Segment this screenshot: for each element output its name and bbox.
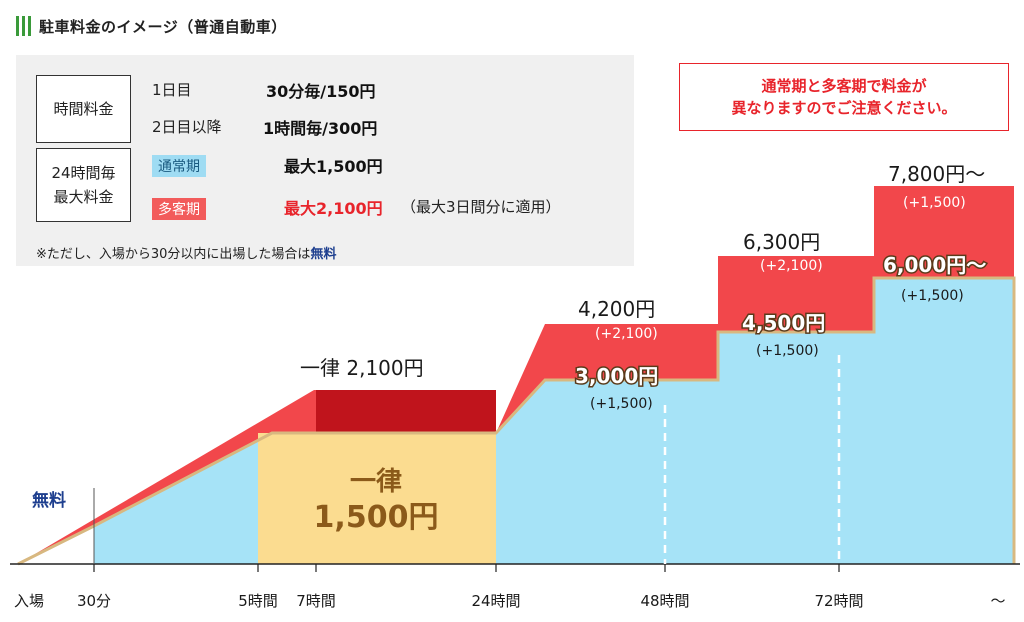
warning-line2: 異なりますのでご注意ください。: [731, 99, 957, 117]
max-fee-label-box: 24時間毎 最大料金: [36, 148, 131, 222]
x-label-5h: 5時間: [238, 592, 278, 610]
peak-48h-increment: (+2,100): [595, 326, 658, 342]
peak-after-increment: (+1,500): [903, 195, 966, 211]
note-free: 無料: [310, 247, 337, 262]
day2-label: 2日目以降: [152, 118, 222, 136]
normal-72h-increment: (+1,500): [756, 343, 819, 359]
warning-line1: 通常期と多客期で料金が: [761, 76, 927, 95]
title-marker-icon: [16, 16, 31, 36]
free-condition-note: ※ただし、入場から30分以内に出場した場合は無料: [36, 243, 336, 262]
normal-period-tag: 通常期: [152, 155, 206, 177]
peak-72h-label: 6,300円: [743, 230, 820, 254]
max-fee-label-line2: 最大料金: [53, 188, 114, 206]
flat-normal-label-line1: 一律: [350, 467, 402, 497]
x-label-tilde: 〜: [990, 592, 1005, 610]
x-label-72h: 72時間: [814, 592, 863, 610]
fee-table: 時間料金 1日目 30分毎/150円 2日目以降 1時間毎/300円 24時間毎…: [16, 55, 634, 266]
peak-max-note: （最大3日間分に適用）: [401, 198, 561, 216]
x-label-30min: 30分: [77, 592, 111, 610]
peak-period-tag: 多客期: [152, 198, 206, 220]
peak-48h-label: 4,200円: [578, 297, 655, 321]
flat-peak-label: 一律 2,100円: [300, 356, 424, 380]
hourly-fee-label-box: 時間料金: [36, 75, 131, 143]
normal-max-fee: 最大1,500円: [284, 157, 383, 176]
normal-48h-label: 3,000円: [575, 364, 658, 388]
normal-after-increment: (+1,500): [901, 288, 964, 304]
x-label-24h: 24時間: [471, 592, 520, 610]
normal-after-label: 6,000円〜: [883, 253, 986, 277]
title-text: 駐車料金のイメージ（普通自動車）: [39, 17, 287, 36]
x-ticks: [93, 564, 840, 572]
day1-rate: 30分毎/150円: [266, 82, 376, 101]
max-fee-label-line1: 24時間毎: [51, 164, 116, 182]
x-label-7h: 7時間: [296, 592, 336, 610]
peak-after-label: 7,800円〜: [888, 162, 985, 186]
normal-outline: [17, 276, 1016, 566]
flat-normal-box: [258, 433, 496, 564]
flat-peak-box: [316, 390, 496, 433]
note-text: ※ただし、入場から30分以内に出場した場合は: [36, 247, 311, 262]
page-title: 駐車料金のイメージ（普通自動車）: [16, 14, 287, 38]
normal-48h-increment: (+1,500): [590, 396, 653, 412]
x-label-entry: 入場: [14, 592, 44, 610]
flat-normal-label-line2: 1,500円: [314, 500, 439, 535]
day2-rate: 1時間毎/300円: [263, 119, 378, 138]
free-label: 無料: [32, 490, 66, 511]
normal-72h-label: 4,500円: [742, 311, 825, 335]
hourly-fee-label: 時間料金: [53, 100, 114, 118]
peak-max-fee: 最大2,100円: [284, 199, 383, 218]
day1-label: 1日目: [152, 81, 192, 99]
peak-72h-increment: (+2,100): [760, 258, 823, 274]
x-label-48h: 48時間: [640, 592, 689, 610]
warning-box: 通常期と多客期で料金が 異なりますのでご注意ください。: [679, 63, 1009, 131]
